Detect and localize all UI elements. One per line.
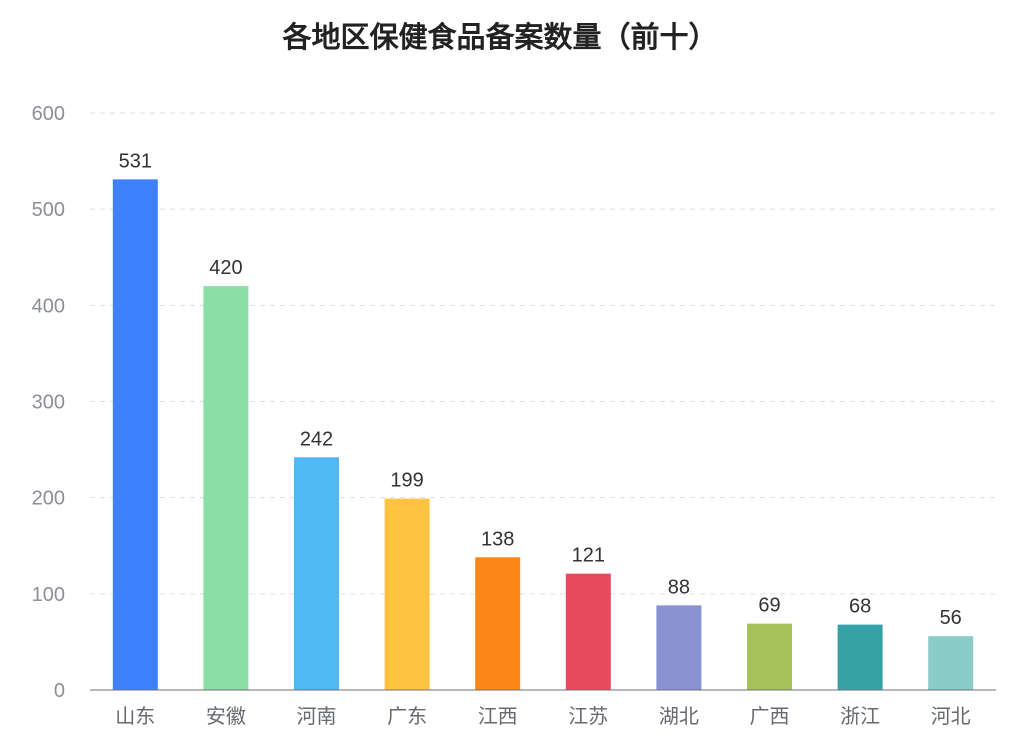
x-tick-label: 河北 — [931, 704, 971, 728]
y-tick-label: 0 — [54, 680, 65, 702]
data-label: 56 — [940, 607, 962, 629]
chart-title: 各地区保健食品备案数量（前十） — [281, 20, 717, 54]
x-tick-label: 湖北 — [659, 704, 699, 728]
x-tick-label: 江苏 — [568, 704, 608, 728]
x-tick-label: 河南 — [297, 704, 337, 728]
y-tick-label: 100 — [32, 584, 65, 606]
x-tick-label: 浙江 — [840, 704, 880, 728]
x-tick-label: 广西 — [750, 704, 790, 728]
bar — [203, 286, 249, 690]
y-tick-label: 300 — [32, 392, 65, 414]
bar — [928, 636, 974, 690]
bar — [837, 624, 883, 690]
x-axis-categories: 山东 安徽 河南 广东 江西 江苏 湖北 广西 浙江 河北 — [115, 704, 970, 728]
data-label: 88 — [668, 576, 690, 598]
data-label: 242 — [300, 428, 333, 450]
bar — [656, 605, 702, 690]
bar — [112, 179, 158, 691]
y-tick-label: 600 — [32, 103, 65, 125]
x-tick-label: 广东 — [387, 704, 427, 728]
data-label: 199 — [390, 470, 423, 492]
bar — [747, 623, 792, 690]
data-label: 531 — [119, 150, 152, 172]
data-label: 121 — [572, 545, 605, 567]
bar — [384, 498, 430, 690]
x-tick-label: 山东 — [115, 704, 155, 728]
bars — [112, 179, 974, 691]
x-tick-label: 江西 — [478, 704, 518, 728]
bar — [475, 557, 521, 690]
y-axis-ticks: 0 100 200 300 400 500 600 — [32, 103, 65, 702]
data-label: 420 — [209, 257, 242, 279]
y-tick-label: 200 — [32, 488, 65, 510]
data-label: 69 — [758, 595, 780, 617]
x-tick-label: 安徽 — [206, 704, 246, 728]
y-tick-label: 500 — [32, 199, 65, 221]
data-label: 68 — [849, 596, 871, 618]
bar — [565, 573, 611, 690]
data-labels: 531 420 242 199 138 121 88 69 68 56 — [119, 150, 962, 629]
y-tick-label: 400 — [32, 295, 65, 317]
data-label: 138 — [481, 528, 514, 550]
bar — [294, 457, 339, 690]
